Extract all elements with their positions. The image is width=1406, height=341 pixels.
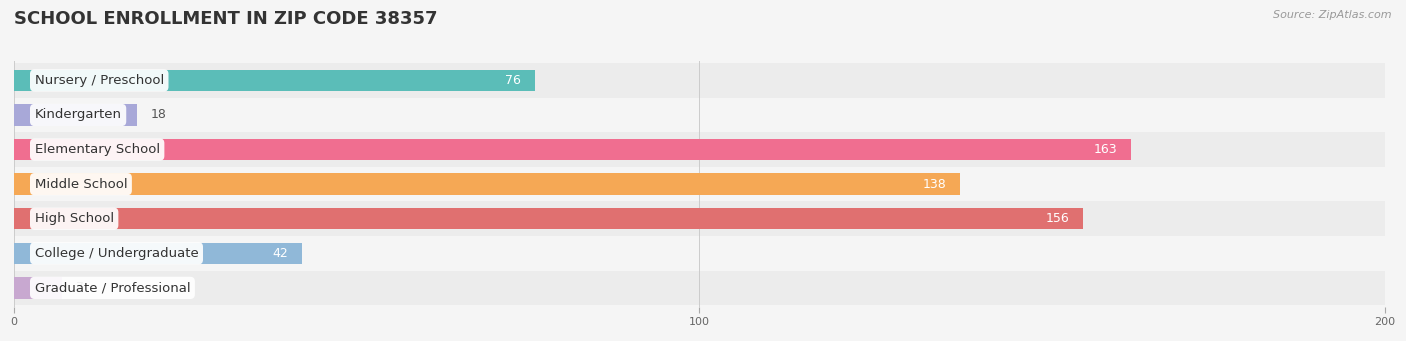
Bar: [14, 139, 1132, 160]
Text: Source: ZipAtlas.com: Source: ZipAtlas.com: [1274, 10, 1392, 20]
Bar: [14, 174, 960, 195]
Text: 18: 18: [152, 108, 167, 121]
Text: College / Undergraduate: College / Undergraduate: [35, 247, 198, 260]
Bar: [14, 132, 1385, 167]
Text: Elementary School: Elementary School: [35, 143, 160, 156]
Text: 163: 163: [1094, 143, 1118, 156]
Text: 7: 7: [76, 281, 84, 294]
Bar: [14, 98, 1385, 132]
Bar: [14, 242, 302, 264]
Bar: [14, 202, 1385, 236]
Text: SCHOOL ENROLLMENT IN ZIP CODE 38357: SCHOOL ENROLLMENT IN ZIP CODE 38357: [14, 10, 437, 28]
Text: 138: 138: [922, 178, 946, 191]
Text: Kindergarten: Kindergarten: [35, 108, 122, 121]
Bar: [14, 236, 1385, 271]
Bar: [14, 271, 1385, 305]
Text: Graduate / Professional: Graduate / Professional: [35, 281, 190, 294]
Bar: [14, 167, 1385, 202]
Text: 42: 42: [273, 247, 288, 260]
Bar: [14, 104, 138, 126]
Bar: [14, 70, 534, 91]
Text: Middle School: Middle School: [35, 178, 128, 191]
Bar: [14, 63, 1385, 98]
Text: Nursery / Preschool: Nursery / Preschool: [35, 74, 165, 87]
Text: 76: 76: [505, 74, 522, 87]
Text: High School: High School: [35, 212, 114, 225]
Bar: [14, 277, 62, 299]
Bar: [14, 208, 1084, 229]
Text: 156: 156: [1046, 212, 1070, 225]
